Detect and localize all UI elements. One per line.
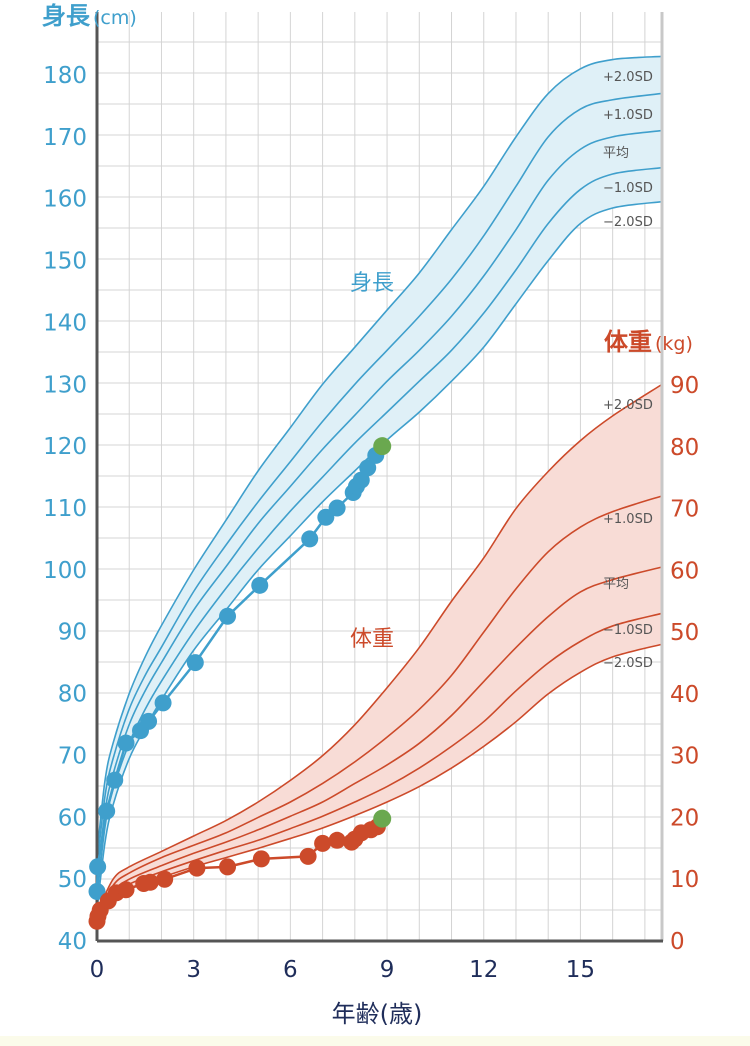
height-sd-label: 平均 — [603, 146, 629, 161]
height-axis-title: 身長 (cm) — [42, 2, 137, 30]
x-tick-label: 9 — [380, 957, 395, 983]
height-measurement-point — [328, 499, 346, 517]
weight-sd-label: −2.0SD — [603, 656, 653, 671]
height-tick-label: 80 — [58, 682, 87, 708]
weight-measurement-point — [219, 858, 237, 876]
chart-labels: 身長 (cm) 体重 (kg) 身長 体重 年齢(歳) +2.0SD +1.0SD 平均… — [42, 2, 693, 1028]
weight-measurement-point — [299, 847, 317, 865]
height-measurement-point — [88, 883, 106, 901]
height-measurement-point — [89, 858, 107, 876]
weight-sd-curve — [96, 384, 662, 914]
height-measurement-point — [359, 459, 377, 477]
height-tick-label: 120 — [43, 434, 87, 460]
height-measurement-point — [251, 576, 269, 594]
height-axis-unit: (cm) — [93, 7, 137, 29]
weight-tick-label: 90 — [670, 373, 699, 399]
height-sd-curve — [96, 55, 662, 855]
weight-measurement-point — [314, 834, 332, 852]
weight-tick-label: 70 — [670, 497, 699, 523]
weight-axis-unit: (kg) — [655, 333, 693, 355]
x-tick-label: 12 — [469, 957, 498, 983]
height-tick-label: 100 — [43, 558, 87, 584]
weight-tick-label: 30 — [670, 744, 699, 770]
weight-sd-band — [97, 385, 661, 925]
height-tick-label: 130 — [43, 372, 87, 398]
weight-measurement-point — [117, 881, 135, 899]
height-tick-label: 90 — [58, 620, 87, 646]
height-measurement-point — [140, 712, 158, 730]
height-measurement-point — [117, 734, 135, 752]
weight-sd-label: 平均 — [603, 577, 629, 592]
height-tick-label: 110 — [43, 496, 87, 522]
weight-tick-label: 0 — [670, 929, 685, 955]
height-sd-curve — [96, 166, 662, 898]
x-axis-title: 年齢(歳) — [332, 1000, 423, 1028]
sd-bands — [97, 56, 661, 925]
x-tick-label: 15 — [566, 957, 595, 983]
height-measurement-point — [106, 771, 124, 789]
weight-measurement-point — [252, 850, 270, 868]
height-tick-label: 40 — [58, 929, 87, 955]
height-tick-label: 160 — [43, 187, 87, 213]
weight-tick-label: 80 — [670, 435, 699, 461]
weight-axis-title: 体重 (kg) — [604, 328, 693, 356]
height-tick-label: 180 — [43, 63, 87, 89]
weight-sd-label: +1.0SD — [603, 512, 653, 527]
height-series-label: 身長 — [350, 271, 394, 296]
axes: 4050607080901001101201301401501601701800… — [43, 12, 699, 983]
height-measurement-point — [219, 607, 237, 625]
height-tick-label: 150 — [43, 249, 87, 275]
height-sd-label: +1.0SD — [603, 108, 653, 123]
page-footer-strip — [0, 1036, 750, 1046]
weight-tick-label: 20 — [670, 805, 699, 831]
weight-tick-label: 50 — [670, 620, 699, 646]
height-tick-label: 170 — [43, 125, 87, 151]
weight-sd-label: −1.0SD — [603, 623, 653, 638]
weight-series-label: 体重 — [350, 627, 394, 652]
x-tick-label: 6 — [283, 957, 298, 983]
weight-tick-label: 10 — [670, 867, 699, 893]
height-sd-label: +2.0SD — [603, 70, 653, 85]
measurement-series — [88, 437, 392, 930]
height-measurement-point — [317, 508, 335, 526]
height-sd-curve — [96, 92, 662, 867]
x-tick-label: 3 — [186, 957, 201, 983]
x-tick-label: 0 — [90, 957, 105, 983]
weight-tick-label: 60 — [670, 558, 699, 584]
height-sd-curve — [96, 129, 662, 883]
height-latest-point — [373, 437, 392, 456]
weight-sd-curve — [96, 566, 662, 922]
weight-measurement-point — [141, 873, 159, 891]
weight-measurement-point — [328, 831, 346, 849]
weight-measurement-point — [156, 870, 174, 888]
height-measurement-point — [186, 654, 204, 672]
height-tick-label: 60 — [58, 805, 87, 831]
height-measurement-point — [154, 694, 172, 712]
weight-latest-point — [373, 809, 392, 828]
height-sd-band — [97, 56, 661, 911]
height-measurement-point — [301, 530, 319, 548]
weight-sd-curve — [96, 495, 662, 917]
weight-sd-label: +2.0SD — [603, 398, 653, 413]
height-sd-label: −2.0SD — [603, 215, 653, 230]
height-measurement-point — [98, 802, 116, 820]
height-sd-label: −1.0SD — [603, 181, 653, 196]
height-tick-label: 50 — [58, 867, 87, 893]
height-tick-label: 140 — [43, 310, 87, 336]
weight-tick-label: 40 — [670, 682, 699, 708]
weight-measurement-point — [188, 859, 206, 877]
height-sd-curve — [96, 201, 662, 911]
height-tick-label: 70 — [58, 743, 87, 769]
